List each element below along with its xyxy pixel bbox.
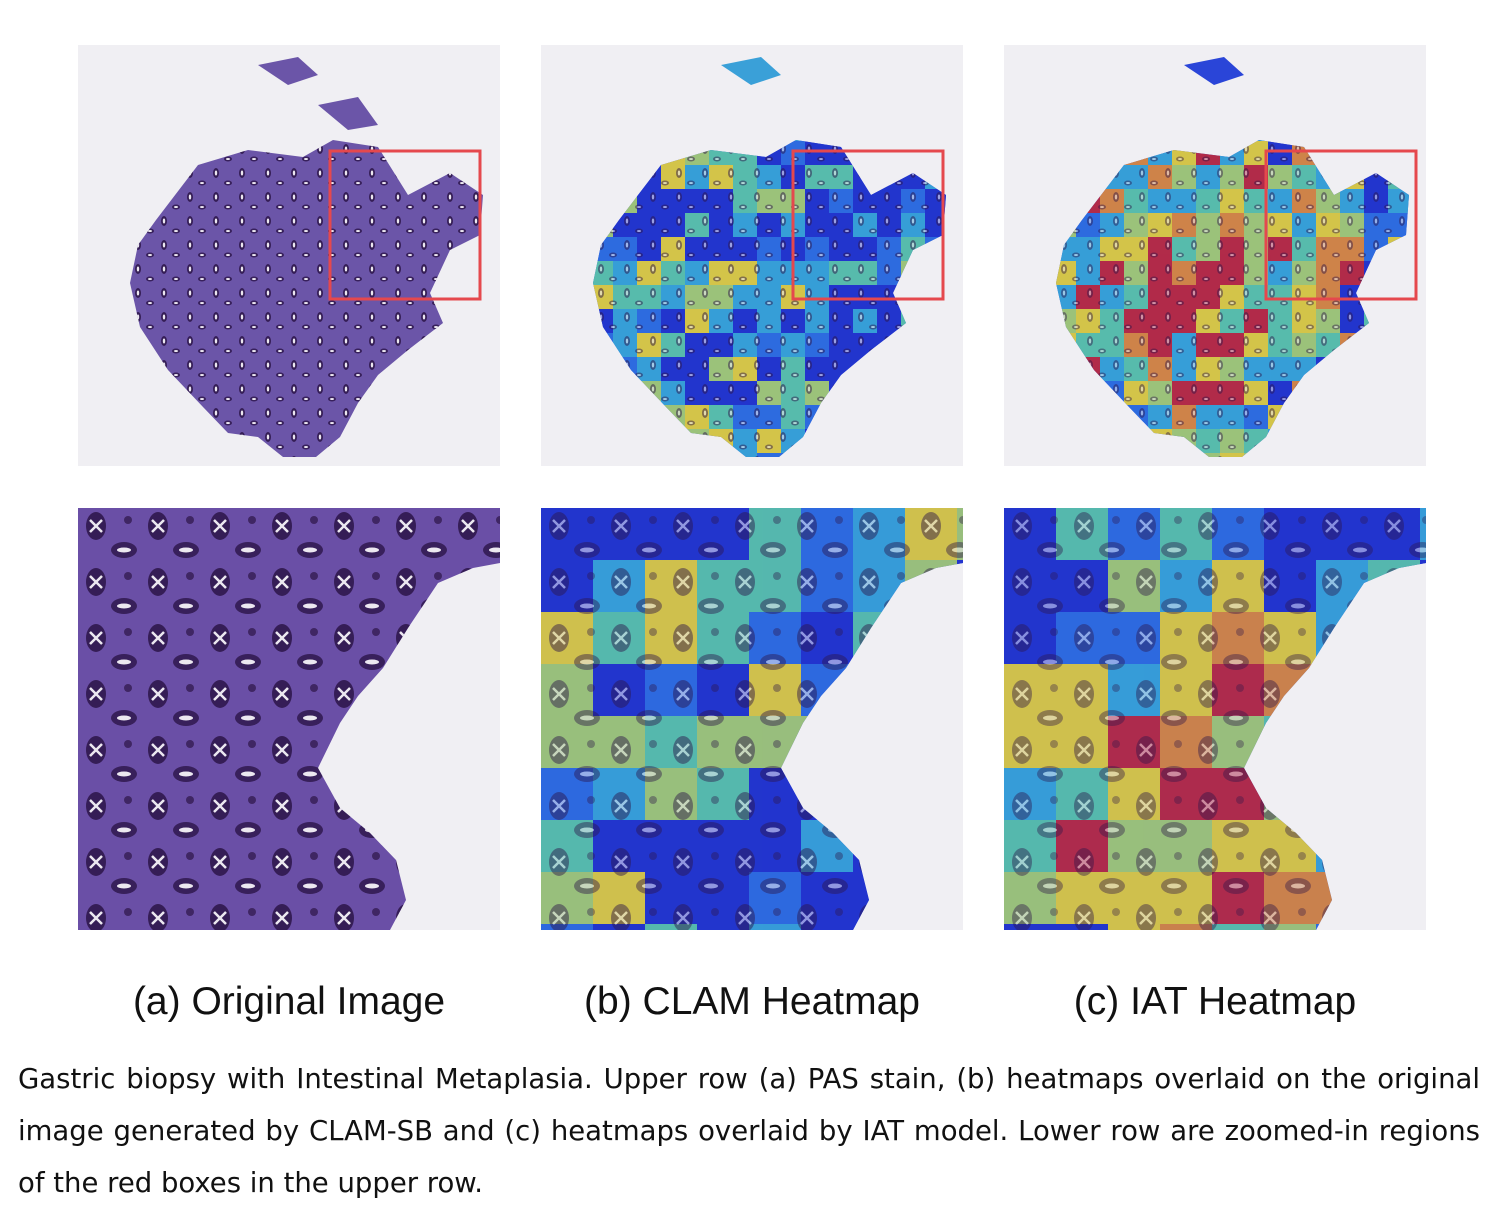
label-original-image: (a) Original Image [132, 980, 446, 1023]
panel-c-overview [1004, 45, 1426, 466]
roi-box-a [328, 149, 482, 301]
panel-b-zoom [541, 508, 963, 930]
roi-box-b [791, 149, 945, 301]
panel-c-zoom [1004, 508, 1426, 930]
panel-a-zoom [78, 508, 500, 930]
panel-b-overview [541, 45, 963, 466]
label-iat-heatmap: (c) IAT Heatmap [1073, 980, 1357, 1023]
roi-box-c [1264, 149, 1418, 301]
panel-a-overview [78, 45, 500, 466]
figure-caption: Gastric biopsy with Intestinal Metaplasi… [18, 1063, 1480, 1199]
label-clam-heatmap: (b) CLAM Heatmap [584, 980, 920, 1023]
